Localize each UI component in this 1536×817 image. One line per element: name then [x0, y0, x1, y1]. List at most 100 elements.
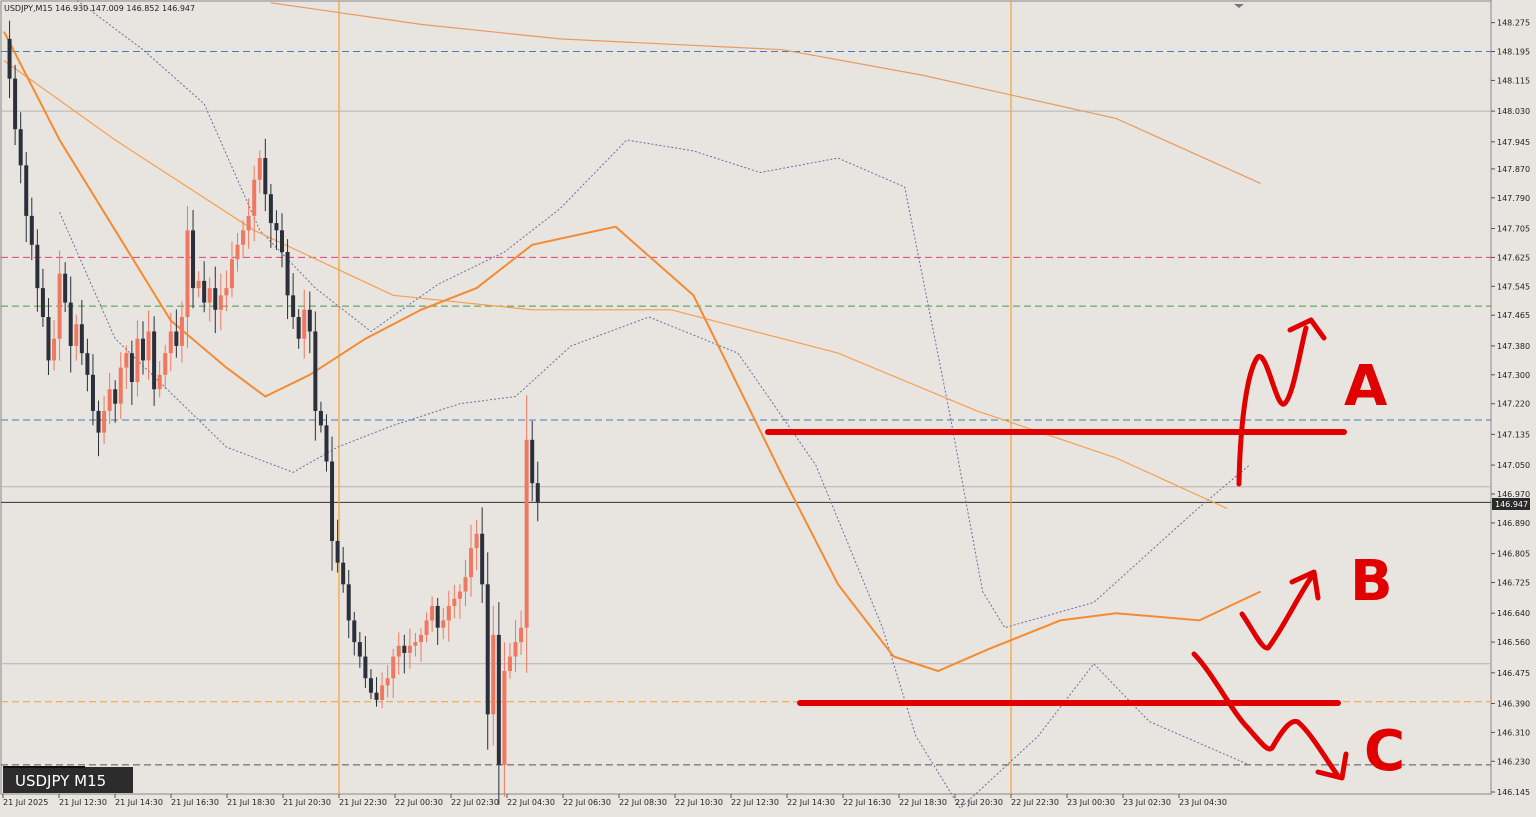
- candle-body: [24, 165, 29, 216]
- x-axis-ticks: 21 Jul 2025 21 Jul 12:30 21 Jul 14:30 21 Ju…: [2, 794, 1227, 807]
- candle: [252, 165, 257, 242]
- scenario-b-label: B: [1350, 549, 1393, 614]
- x-tick-label: 23 Jul 04:30: [1179, 798, 1227, 807]
- candle-body: [335, 540, 340, 563]
- candle-body: [246, 215, 251, 231]
- scenario-c-label: C: [1364, 719, 1405, 784]
- candle-body: [280, 230, 284, 253]
- candle-body: [102, 410, 107, 433]
- candle: [79, 300, 84, 365]
- candle-body: [396, 645, 401, 657]
- candle-body: [241, 230, 246, 245]
- candle-body: [357, 642, 362, 657]
- candle-body: [474, 533, 479, 549]
- candle-body: [480, 533, 485, 585]
- y-tick-label: 146.475: [1497, 669, 1530, 678]
- candle-body: [380, 685, 385, 700]
- candle: [530, 420, 535, 502]
- x-tick-label: 21 Jul 20:30: [283, 798, 331, 807]
- candle: [407, 628, 412, 669]
- candle: [141, 321, 145, 375]
- candle: [174, 309, 179, 358]
- candle: [57, 250, 62, 361]
- candle: [430, 596, 435, 632]
- hand-drawn-annotations: A B C: [765, 317, 1405, 784]
- candle: [519, 610, 524, 655]
- x-tick-label: 22 Jul 02:30: [451, 798, 499, 807]
- candle: [107, 372, 112, 424]
- candle: [291, 273, 296, 329]
- candle-body: [96, 410, 101, 433]
- y-tick-label: 146.560: [1497, 638, 1530, 647]
- candle: [218, 273, 223, 331]
- candle: [452, 584, 457, 619]
- y-tick-label: 148.030: [1497, 107, 1530, 116]
- candle-body: [430, 605, 435, 621]
- candle-body: [135, 338, 140, 383]
- candlesticks[interactable]: [7, 20, 540, 805]
- candle: [402, 634, 407, 674]
- scroll-marker-icon[interactable]: [1234, 4, 1244, 8]
- candle-body: [52, 338, 57, 361]
- x-tick-label: 22 Jul 12:30: [731, 798, 779, 807]
- candle-body: [513, 642, 518, 657]
- candle-body: [302, 309, 307, 339]
- candle-body: [263, 158, 268, 195]
- candle-body: [485, 584, 490, 715]
- x-tick-label: 21 Jul 12:30: [59, 798, 107, 807]
- y-tick-label: 147.380: [1497, 342, 1530, 351]
- x-tick-label: 22 Jul 18:30: [899, 798, 947, 807]
- x-tick-label: 22 Jul 14:30: [787, 798, 835, 807]
- candle-body: [163, 353, 168, 375]
- candle-body: [363, 656, 368, 679]
- x-tick-label: 22 Jul 20:30: [955, 798, 1003, 807]
- candle: [118, 352, 123, 420]
- candle-body: [285, 252, 290, 296]
- candle: [324, 414, 329, 472]
- y-tick-label: 146.310: [1497, 728, 1530, 737]
- candle: [18, 112, 23, 184]
- candle-body: [352, 620, 357, 643]
- x-tick-label: 22 Jul 08:30: [619, 798, 667, 807]
- y-tick-label: 148.275: [1497, 19, 1530, 28]
- candle-body: [68, 302, 73, 346]
- candle-body: [124, 353, 129, 368]
- y-tick-label: 146.890: [1497, 519, 1530, 528]
- candle-body: [435, 605, 440, 628]
- x-tick-label: 21 Jul 18:30: [227, 798, 275, 807]
- candle-body: [40, 288, 45, 318]
- candle: [318, 401, 323, 433]
- candle: [207, 277, 212, 322]
- long-ma-line: [270, 2, 1261, 184]
- x-tick-label: 22 Jul 22:30: [1011, 798, 1059, 807]
- price-axis: [1491, 0, 1536, 817]
- candle-body: [18, 129, 23, 166]
- candle-body: [507, 656, 512, 671]
- candle: [463, 559, 468, 607]
- candle: [335, 519, 340, 573]
- candle: [446, 590, 451, 642]
- candle: [280, 213, 284, 268]
- candle-body: [185, 230, 190, 318]
- y-tick-label: 147.870: [1497, 165, 1530, 174]
- candle-body: [85, 353, 90, 375]
- candle-body: [391, 656, 396, 679]
- candle: [352, 611, 357, 656]
- candle: [152, 316, 157, 406]
- candle-body: [191, 230, 196, 289]
- y-tick-label: 146.805: [1497, 550, 1530, 559]
- candle-body: [519, 627, 524, 643]
- candle-body: [224, 288, 229, 296]
- candle: [52, 320, 57, 371]
- y-tick-label: 146.970: [1497, 490, 1530, 499]
- candle: [307, 291, 312, 354]
- candle: [457, 584, 462, 619]
- candle: [419, 628, 423, 662]
- candle: [229, 241, 234, 298]
- x-tick-label: 22 Jul 04:30: [507, 798, 555, 807]
- candle-body: [385, 678, 390, 686]
- candle-body: [413, 642, 418, 646]
- candle: [413, 632, 418, 657]
- y-tick-label: 147.945: [1497, 138, 1530, 147]
